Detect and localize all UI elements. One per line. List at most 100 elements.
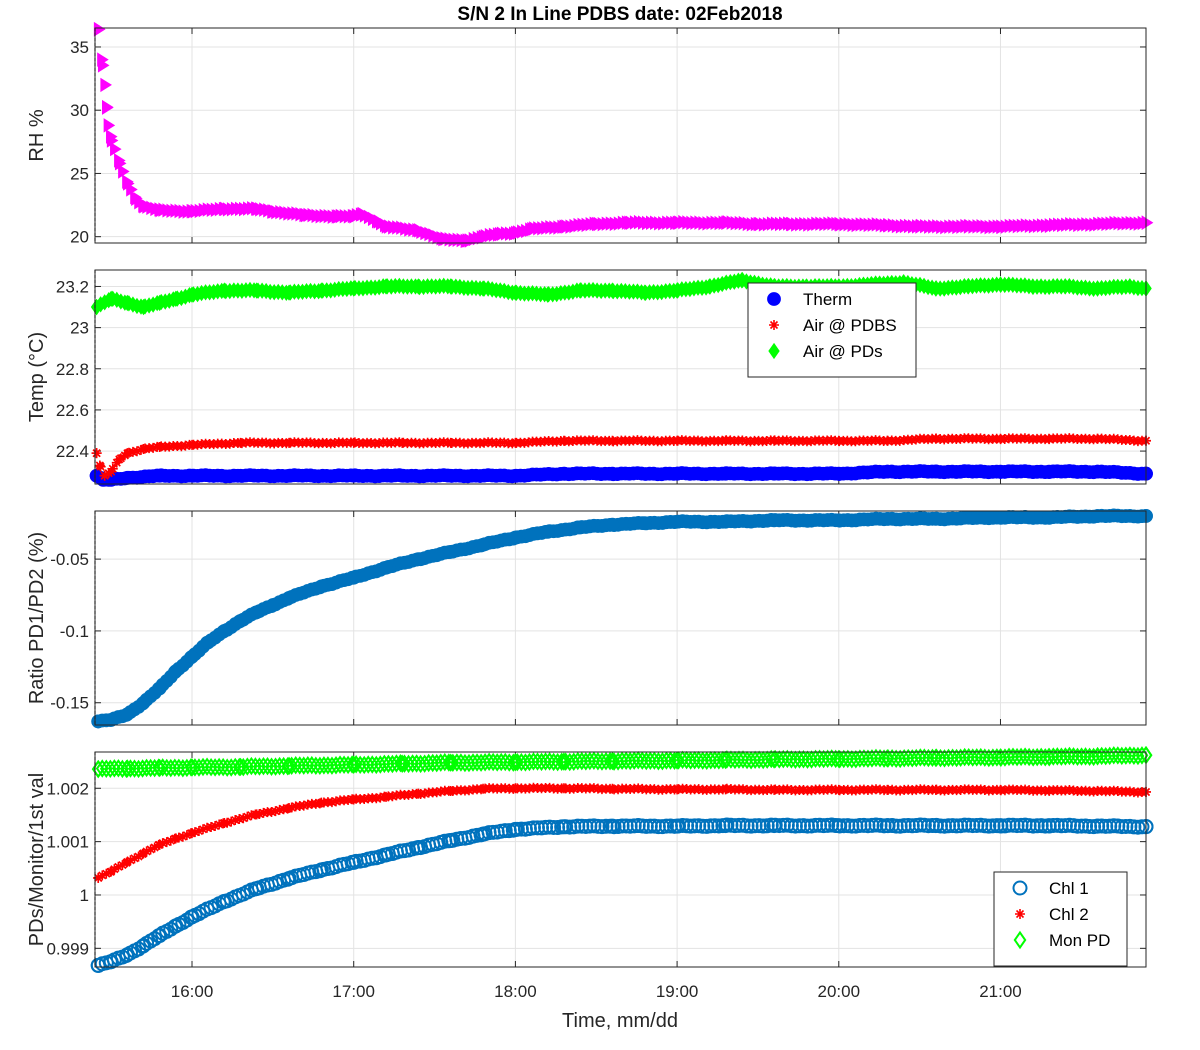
data-point: [443, 545, 458, 559]
data-point: [100, 77, 112, 93]
data-point: [346, 468, 361, 483]
data-point: [395, 468, 410, 483]
data-point: [1091, 280, 1104, 297]
data-point: [123, 176, 135, 191]
data-point: [719, 750, 733, 770]
data-point: [91, 714, 106, 729]
data-point: [381, 791, 392, 802]
x-tick-label: 17:00: [332, 982, 375, 1001]
y-axis-label: PDs/Monitor/1st val: [26, 773, 48, 946]
series-1: [90, 817, 1154, 973]
data-point: [268, 204, 281, 219]
data-point: [720, 784, 731, 795]
legend-entry: Therm: [803, 290, 852, 309]
data-point: [509, 284, 522, 301]
plot-area: [95, 270, 1146, 484]
legend-marker: [1012, 880, 1028, 896]
data-point: [120, 470, 135, 485]
y-axis-label: Temp (°C): [26, 332, 48, 422]
data-point: [136, 695, 151, 710]
data-point: [153, 758, 167, 778]
data-point: [106, 866, 117, 877]
data-point: [348, 794, 359, 805]
data-point: [313, 862, 329, 878]
data-point: [185, 468, 199, 483]
data-point: [1027, 278, 1039, 295]
series-2: [91, 433, 1151, 481]
data-point: [558, 783, 569, 794]
data-point: [347, 755, 361, 775]
data-point: [880, 749, 894, 768]
y-axis-label: RH %: [26, 109, 48, 161]
data-point: [152, 681, 167, 696]
plot-area: [95, 511, 1146, 725]
data-point: [397, 437, 408, 448]
y-axis-label: Ratio PD1/PD2 (%): [26, 532, 48, 704]
x-tick-labels: 16:00 17:00 18:00 19:00 20:00 21:00: [171, 982, 1022, 1001]
data-point: [831, 466, 846, 481]
data-point: [105, 290, 117, 307]
x-tick-label: 21:00: [979, 982, 1022, 1001]
data-point: [251, 809, 262, 820]
data-point: [120, 759, 134, 778]
data-point: [607, 783, 618, 794]
data-point: [639, 284, 651, 301]
data-point: [1124, 278, 1136, 295]
data-point: [438, 231, 450, 247]
data-point: [119, 947, 135, 963]
legend-entry: Chl 2: [1049, 905, 1089, 924]
data-point: [443, 468, 458, 483]
data-point: [410, 840, 426, 855]
data-point: [559, 219, 572, 234]
legend-entry: Air @ PDBS: [803, 316, 897, 335]
data-point: [138, 848, 149, 859]
data-point: [637, 516, 652, 531]
data-point: [672, 435, 683, 446]
data-point: [767, 750, 781, 769]
data-point: [445, 278, 457, 295]
data-point: [284, 803, 295, 814]
data-point: [670, 514, 684, 529]
data-point: [93, 872, 104, 883]
data-point: [672, 215, 685, 230]
data-point: [556, 819, 572, 835]
data-point: [718, 818, 734, 834]
data-point: [671, 282, 683, 299]
data-point: [753, 216, 766, 232]
y-tick-label: 23.2: [56, 277, 89, 296]
data-point: [373, 214, 386, 229]
grid: [95, 28, 1146, 243]
data-point: [155, 202, 167, 218]
data-point: [379, 560, 393, 575]
series-1: [89, 464, 1153, 487]
data-point: [831, 513, 846, 528]
data-point: [882, 784, 893, 795]
data-point: [152, 928, 168, 944]
data-point: [992, 818, 1008, 834]
data-point: [993, 510, 1008, 525]
data-point: [349, 209, 361, 224]
data-point: [996, 219, 1008, 234]
data-point: [137, 298, 150, 316]
data-point: [882, 218, 895, 233]
data-point: [234, 757, 247, 777]
data-point: [785, 216, 798, 232]
data-point: [928, 818, 944, 834]
subplot-2: 22.4 22.6 22.8 23 23.2 Temp (°C) Therm Air @ PD…: [26, 269, 1153, 487]
y-tick-label: 1.001: [46, 833, 89, 852]
y-tick-label: 30: [70, 101, 89, 120]
data-point: [184, 909, 200, 925]
data-point: [314, 579, 329, 594]
data-point: [703, 278, 716, 295]
data-point: [1042, 510, 1056, 525]
data-point: [168, 918, 184, 934]
data-point: [573, 520, 587, 535]
data-point: [381, 219, 394, 234]
data-point: [670, 751, 684, 770]
y-tick-label: 1: [80, 886, 89, 905]
data-point: [443, 833, 459, 849]
data-point: [962, 278, 974, 295]
data-point: [122, 856, 133, 867]
y-tick-label: 22.4: [56, 442, 89, 461]
